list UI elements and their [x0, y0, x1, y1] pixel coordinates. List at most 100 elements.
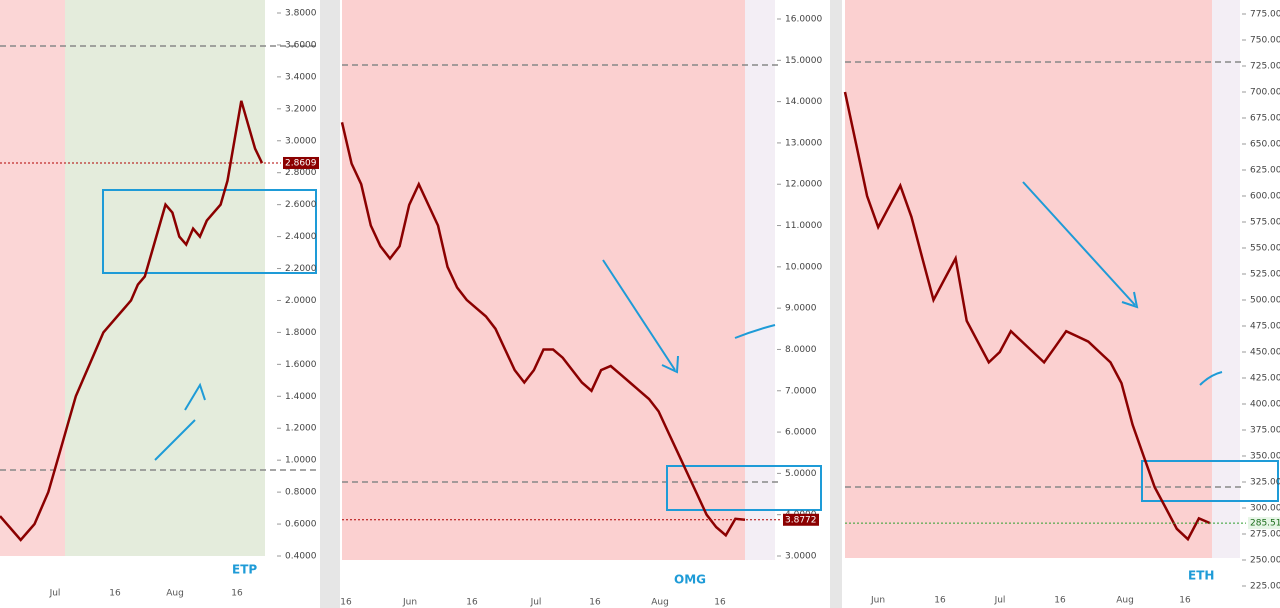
annotation-box [666, 465, 822, 511]
x-tick-label: 16 [589, 598, 601, 608]
y-tick-label: 16.0000 [785, 15, 822, 25]
ticker-label: ETP [232, 563, 257, 577]
y-tick-label: 2.8000 [285, 168, 317, 178]
price-line [340, 122, 746, 538]
annotation-arrow [734, 324, 776, 339]
y-tick-label: 6.0000 [785, 428, 817, 438]
x-tick-label: 16 [109, 589, 121, 599]
x-tick-label: 16 [466, 598, 478, 608]
y-tick-label: 2.0000 [285, 296, 317, 306]
panel-bg [342, 0, 745, 560]
y-tick-label: 375.00 [1250, 426, 1280, 436]
last-price-label: 285.51 [1250, 519, 1280, 529]
x-tick-label: Aug [1116, 596, 1134, 606]
x-tick-label: 16 [714, 598, 726, 608]
y-tick-label: 12.0000 [785, 180, 822, 190]
y-tick-label: 450.00 [1250, 348, 1280, 358]
y-tick-label: 575.00 [1250, 218, 1280, 228]
separator [830, 0, 842, 608]
y-tick-label: 0.4000 [285, 552, 317, 562]
green-zone [65, 0, 265, 556]
x-tick-label: Aug [166, 589, 184, 599]
y-tick-label: 775.00 [1250, 10, 1280, 20]
y-tick-label: 3.0000 [785, 552, 817, 562]
last-price-label: 3.8772 [785, 515, 817, 525]
last-price-badge [1248, 517, 1280, 530]
y-tick-label: 1.0000 [285, 456, 317, 466]
y-tick-label: 13.0000 [785, 138, 822, 148]
y-tick-label: 475.00 [1250, 322, 1280, 332]
y-tick-label: 3.2000 [285, 104, 317, 114]
y-tick-label: 9.0000 [785, 304, 817, 314]
y-tick-label: 3.8000 [285, 9, 317, 19]
ticker-label: ETH [1188, 569, 1214, 583]
y-tick-label: 0.8000 [285, 488, 317, 498]
separator [320, 0, 340, 608]
y-tick-label: 8.0000 [785, 345, 817, 355]
y-tick-label: 750.00 [1250, 36, 1280, 46]
x-tick-label: Jul [994, 596, 1006, 606]
x-tick-label: Jul [530, 598, 542, 608]
y-tick-label: 725.00 [1250, 62, 1280, 72]
panel-bg [845, 0, 1212, 558]
x-tick-label: 16 [340, 598, 352, 608]
ticker-label: OMG [674, 573, 706, 587]
x-tick-label: Jun [402, 598, 417, 608]
annotation-box [1141, 460, 1279, 502]
last-price-label: 2.8609 [285, 158, 317, 168]
annotation-arrow [1022, 181, 1139, 309]
x-tick-label: 16 [934, 596, 946, 606]
annotation-arrow [154, 382, 206, 461]
x-tick-label: Aug [651, 598, 669, 608]
y-tick-label: 225.00 [1250, 582, 1280, 592]
y-tick-label: 5.0000 [785, 469, 817, 479]
axis-bg [265, 0, 320, 608]
y-tick-label: 1.6000 [285, 360, 317, 370]
x-tick-label: Jul [49, 589, 61, 599]
x-tick-label: 16 [1054, 596, 1066, 606]
y-tick-label: 550.00 [1250, 244, 1280, 254]
y-tick-label: 525.00 [1250, 270, 1280, 280]
y-tick-label: 2.4000 [285, 232, 317, 242]
y-tick-label: 10.0000 [785, 262, 822, 272]
y-tick-label: 7.0000 [785, 386, 817, 396]
y-tick-label: 500.00 [1250, 296, 1280, 306]
x-tick-label: 16 [1179, 596, 1191, 606]
y-tick-label: 3.4000 [285, 72, 317, 82]
y-tick-label: 2.2000 [285, 264, 317, 274]
y-tick-label: 3.0000 [285, 136, 317, 146]
y-tick-label: 300.00 [1250, 504, 1280, 514]
price-line [843, 91, 1211, 542]
y-tick-label: 275.00 [1250, 530, 1280, 540]
last-price-badge [783, 513, 819, 526]
annotation-box [102, 189, 317, 274]
y-tick-label: 1.8000 [285, 328, 317, 338]
annotation-arrow [1199, 371, 1223, 386]
y-tick-label: 2.6000 [285, 200, 317, 210]
y-tick-label: 325.00 [1250, 478, 1280, 488]
y-tick-label: 1.2000 [285, 424, 317, 434]
y-tick-label: 14.0000 [785, 97, 822, 107]
y-tick-label: 1.4000 [285, 392, 317, 402]
y-tick-label: 250.00 [1250, 556, 1280, 566]
y-tick-label: 675.00 [1250, 114, 1280, 124]
y-tick-label: 425.00 [1250, 374, 1280, 384]
y-tick-label: 700.00 [1250, 88, 1280, 98]
y-tick-label: 400.00 [1250, 400, 1280, 410]
price-line [0, 100, 264, 542]
y-tick-label: 0.6000 [285, 520, 317, 530]
panel-future [745, 0, 775, 560]
annotation-arrow [602, 259, 679, 374]
y-tick-label: 350.00 [1250, 452, 1280, 462]
y-tick-label: 15.0000 [785, 56, 822, 66]
x-tick-label: 16 [231, 589, 243, 599]
x-tick-label: Jun [870, 596, 885, 606]
y-tick-label: 600.00 [1250, 192, 1280, 202]
y-tick-label: 650.00 [1250, 140, 1280, 150]
y-tick-label: 3.6000 [285, 40, 317, 50]
last-price-badge [283, 156, 319, 169]
panel-future [1212, 0, 1240, 558]
y-tick-label: 625.00 [1250, 166, 1280, 176]
y-tick-label: 11.0000 [785, 221, 822, 231]
